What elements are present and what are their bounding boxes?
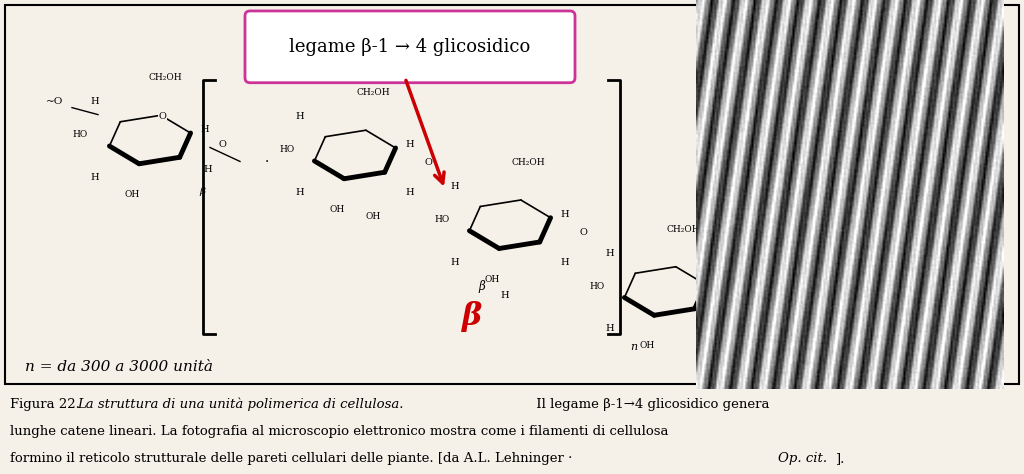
Text: CH₂OH: CH₂OH (356, 88, 390, 97)
Text: OH: OH (639, 341, 654, 350)
Text: H: H (204, 165, 212, 174)
FancyBboxPatch shape (5, 5, 1019, 383)
Text: H: H (561, 257, 569, 266)
Text: CH₂OH: CH₂OH (511, 158, 545, 167)
Text: OH: OH (124, 190, 139, 199)
Text: H: H (406, 188, 415, 197)
Text: HO: HO (73, 130, 88, 139)
Text: H: H (201, 125, 209, 134)
Text: H: H (296, 188, 304, 197)
Text: La struttura di una unità polimerica di cellulosa.: La struttura di una unità polimerica di … (77, 397, 403, 411)
Text: n = da 300 a 3000 unità: n = da 300 a 3000 unità (25, 360, 213, 374)
Text: OH: OH (366, 212, 381, 221)
Text: OH: OH (484, 274, 500, 283)
Text: HO: HO (280, 145, 295, 154)
Text: H: H (451, 182, 460, 191)
FancyBboxPatch shape (245, 11, 575, 83)
Text: O: O (218, 140, 226, 149)
Text: legame β-1 → 4 glicosidico: legame β-1 → 4 glicosidico (290, 38, 530, 56)
Text: β: β (717, 348, 723, 357)
Text: O ~: O ~ (736, 299, 758, 308)
Text: n: n (630, 342, 637, 352)
Text: H: H (91, 97, 99, 106)
Text: CH₂OH: CH₂OH (148, 73, 182, 82)
Text: O: O (159, 112, 167, 121)
Text: H: H (91, 173, 99, 182)
Text: H: H (719, 276, 727, 285)
Text: Il legame β-1→4 glicosidico genera: Il legame β-1→4 glicosidico genera (532, 398, 770, 410)
Text: H: H (605, 249, 614, 258)
Text: H: H (501, 292, 509, 301)
Text: HO: HO (434, 215, 450, 224)
Text: H: H (719, 324, 727, 333)
Text: lunghe catene lineari. La fotografia al microscopio elettronico mostra come i fi: lunghe catene lineari. La fotografia al … (10, 425, 669, 438)
Text: Figura 22.: Figura 22. (10, 398, 89, 410)
Text: formino il reticolo strutturale delle pareti cellulari delle piante. [da A.L. Le: formino il reticolo strutturale delle pa… (10, 452, 577, 465)
Text: ].: ]. (835, 452, 844, 465)
Text: H: H (561, 210, 569, 219)
Text: β: β (478, 280, 485, 292)
Text: Op. cit.: Op. cit. (778, 452, 827, 465)
Text: β: β (462, 301, 482, 332)
Text: CH₂OH: CH₂OH (667, 225, 699, 234)
Text: O: O (579, 228, 587, 237)
Text: HO: HO (590, 282, 604, 291)
Text: H: H (605, 324, 614, 333)
Text: ~O: ~O (46, 97, 63, 106)
Text: H: H (716, 368, 724, 377)
Text: O: O (424, 158, 432, 167)
Text: H: H (296, 112, 304, 121)
Text: β: β (199, 187, 205, 196)
Text: H: H (451, 257, 460, 266)
Text: OH: OH (330, 205, 345, 214)
Text: H: H (406, 140, 415, 149)
Text: ·: · (265, 155, 269, 169)
